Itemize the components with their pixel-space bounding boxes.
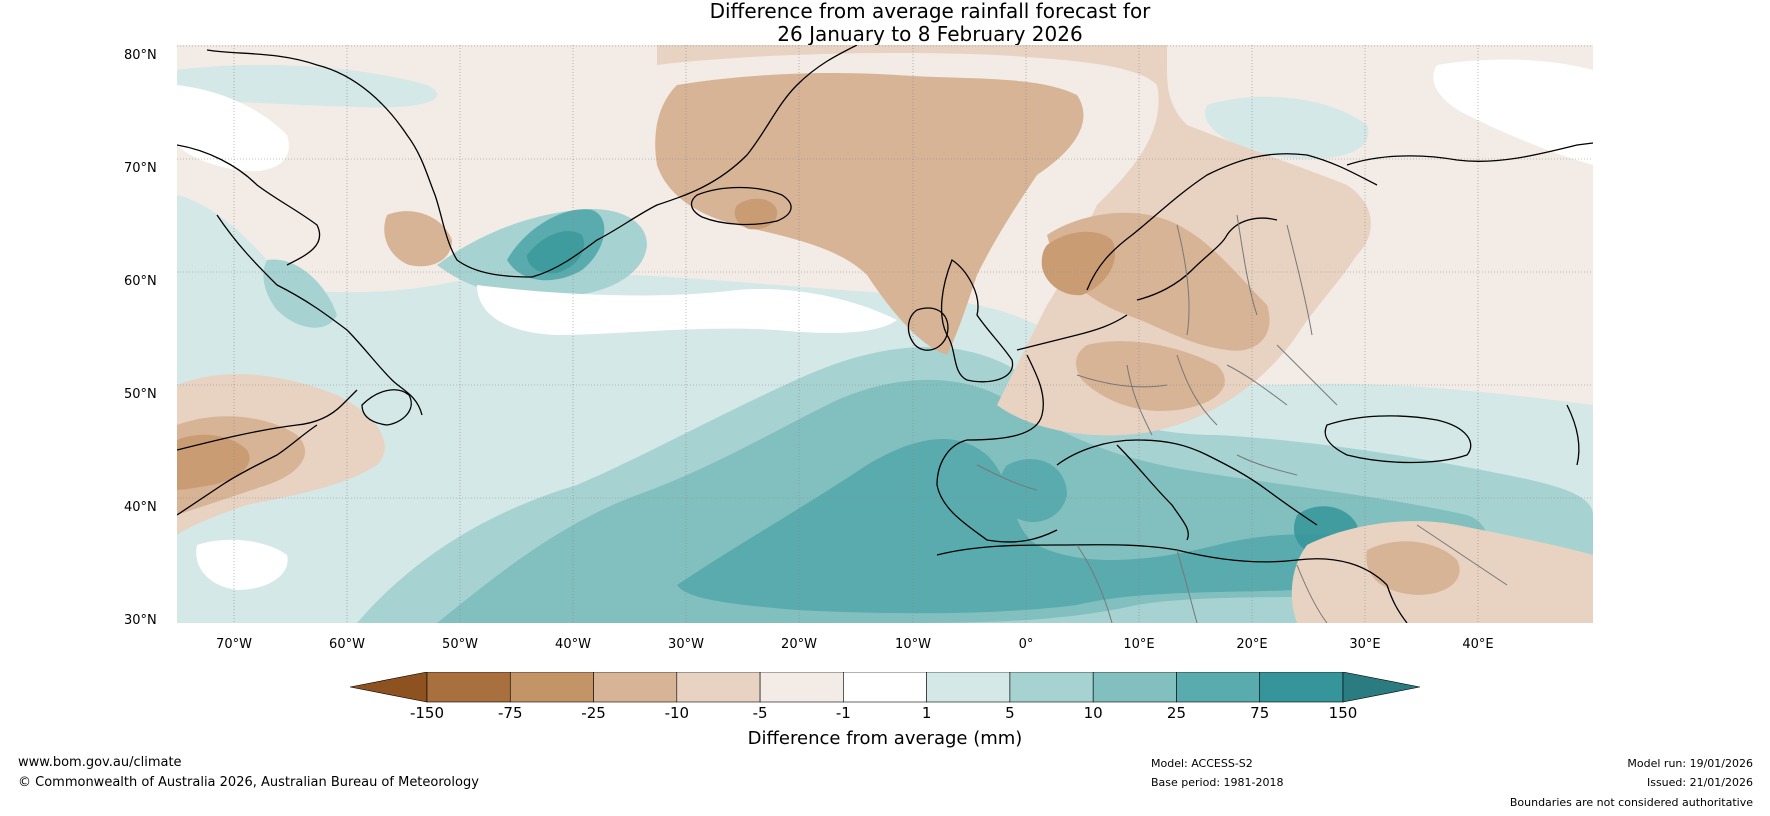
rainfall-anomaly-map: [177, 45, 1593, 623]
coast-levant: [1386, 584, 1408, 623]
colorbar-tick-label: -1: [835, 704, 851, 722]
lon-label-60w: 60°W: [329, 637, 365, 652]
colorbar-box: [1009, 672, 1094, 703]
colorbar-box: [1176, 672, 1261, 703]
contour-brown-mid-norway: [1041, 231, 1116, 296]
coast-sweden-baltic: [1136, 217, 1278, 301]
lat-label-80n: 80°N: [124, 48, 157, 63]
colorbar-segments: [350, 672, 1420, 703]
colorbar-box: [1092, 672, 1177, 703]
lat-label-50n: 50°N: [124, 387, 157, 402]
lon-label-40w: 40°W: [555, 637, 591, 652]
lon-label-20w: 20°W: [781, 637, 817, 652]
colorbar-tick-label: -25: [581, 704, 606, 722]
lon-label-40e: 40°E: [1462, 637, 1494, 652]
map-canvas: [177, 45, 1593, 623]
colorbar-tick-label: 25: [1166, 704, 1186, 722]
colorbar-box: [1259, 672, 1344, 703]
coast-italy: [1116, 444, 1189, 541]
colorbar-tick-label: -5: [752, 704, 768, 722]
colorbar-tick-label: -75: [498, 704, 523, 722]
model-text: Model: ACCESS-S2: [1151, 757, 1253, 770]
colorbar-box: [759, 672, 844, 703]
coast-france-iberia: [936, 354, 1058, 543]
lon-label-50w: 50°W: [442, 637, 478, 652]
lon-label-0: 0°: [1018, 637, 1034, 652]
lat-label-30n: 30°N: [124, 613, 157, 628]
colorbar-box: [593, 672, 678, 703]
lat-label-70n: 70°N: [124, 161, 157, 176]
lon-label-30e: 30°E: [1349, 637, 1381, 652]
coast-labrador: [216, 214, 423, 416]
contour-brown-light-northeurope: [655, 73, 1084, 355]
colorbar-extend-low: [350, 672, 428, 703]
model-run-text: Model run: 19/01/2026: [1627, 757, 1753, 770]
colorbar-label: Difference from average (mm): [747, 728, 1023, 749]
website-text: www.bom.gov.au/climate: [18, 755, 182, 770]
colorbar: [350, 672, 1420, 703]
contour-brown-greenland-west: [384, 211, 452, 267]
coast-barents: [1346, 142, 1593, 166]
lat-label-60n: 60°N: [124, 274, 157, 289]
lon-label-10w: 10°W: [895, 637, 931, 652]
contour-brown-light-centraleurope: [1075, 341, 1225, 411]
colorbar-tick-label: 75: [1250, 704, 1270, 722]
contour-white-band-2: [177, 85, 289, 172]
contour-brown-mid-iceland: [734, 198, 778, 230]
contour-white-band-arctic-east: [1433, 59, 1593, 165]
coast-us-east: [177, 424, 318, 516]
base-period-text: Base period: 1981-2018: [1151, 776, 1284, 789]
colorbar-extend-high: [1342, 672, 1420, 703]
title-line-1: Difference from average rainfall forecas…: [709, 0, 1151, 23]
lon-label-20e: 20°E: [1236, 637, 1268, 652]
lon-label-30w: 30°W: [668, 637, 704, 652]
contour-teal-arctic-west: [177, 65, 438, 108]
colorbar-tick-label: -150: [409, 704, 445, 722]
coast-greenland: [206, 45, 858, 278]
contour-brown-mid-usa: [177, 434, 250, 490]
colorbar-box: [509, 672, 594, 703]
coast-north-sea: [1016, 314, 1128, 351]
contour-teal-strong-iberia: [999, 459, 1067, 523]
colorbar-tick-label: 10: [1083, 704, 1103, 722]
coast-iceland: [690, 186, 792, 226]
disclaimer-text: Boundaries are not considered authoritat…: [1509, 796, 1753, 809]
coast-britain: [940, 259, 1014, 383]
map-title: Difference from average rainfall forecas…: [0, 0, 1770, 46]
graticule: [177, 45, 1593, 623]
contour-white-band-1: [477, 285, 897, 335]
contour-white-band-3: [196, 539, 288, 590]
colorbar-box: [426, 672, 511, 703]
colorbar-tick-label: -10: [664, 704, 690, 722]
lon-label-70w: 70°W: [216, 637, 252, 652]
copyright-text: © Commonwealth of Australia 2026, Austra…: [18, 775, 479, 790]
contour-teal-labrador-core: [263, 259, 337, 328]
coast-norway: [1086, 153, 1378, 291]
colorbar-tick-label: 150: [1328, 704, 1358, 722]
title-line-2: 26 January to 8 February 2026: [777, 22, 1083, 46]
issued-text: Issued: 21/01/2026: [1646, 776, 1753, 789]
coast-novascotia: [177, 389, 358, 451]
colorbar-tick-label: 5: [1005, 704, 1015, 722]
lon-label-10e: 10°E: [1123, 637, 1155, 652]
coast-med-north: [1056, 439, 1318, 526]
coast-newfoundland: [361, 389, 412, 426]
colorbar-box: [676, 672, 761, 703]
coast-ireland: [907, 307, 949, 351]
contour-brown-light-levant: [1366, 541, 1460, 595]
colorbar-box: [843, 672, 927, 703]
coast-black-sea: [1324, 415, 1472, 464]
contour-teal-greenland-strong: [527, 231, 585, 274]
contour-teal-labrador: [177, 195, 417, 369]
national-borders: [976, 214, 1508, 623]
colorbar-box: [926, 672, 1011, 703]
coast-baffin: [177, 144, 321, 266]
colorbar-tick-label: 1: [921, 704, 932, 722]
contour-teal-mid-atlantic: [677, 438, 1437, 614]
lat-label-40n: 40°N: [124, 500, 157, 515]
coast-caspian: [1566, 404, 1580, 466]
contour-teal-barents: [1205, 96, 1369, 159]
